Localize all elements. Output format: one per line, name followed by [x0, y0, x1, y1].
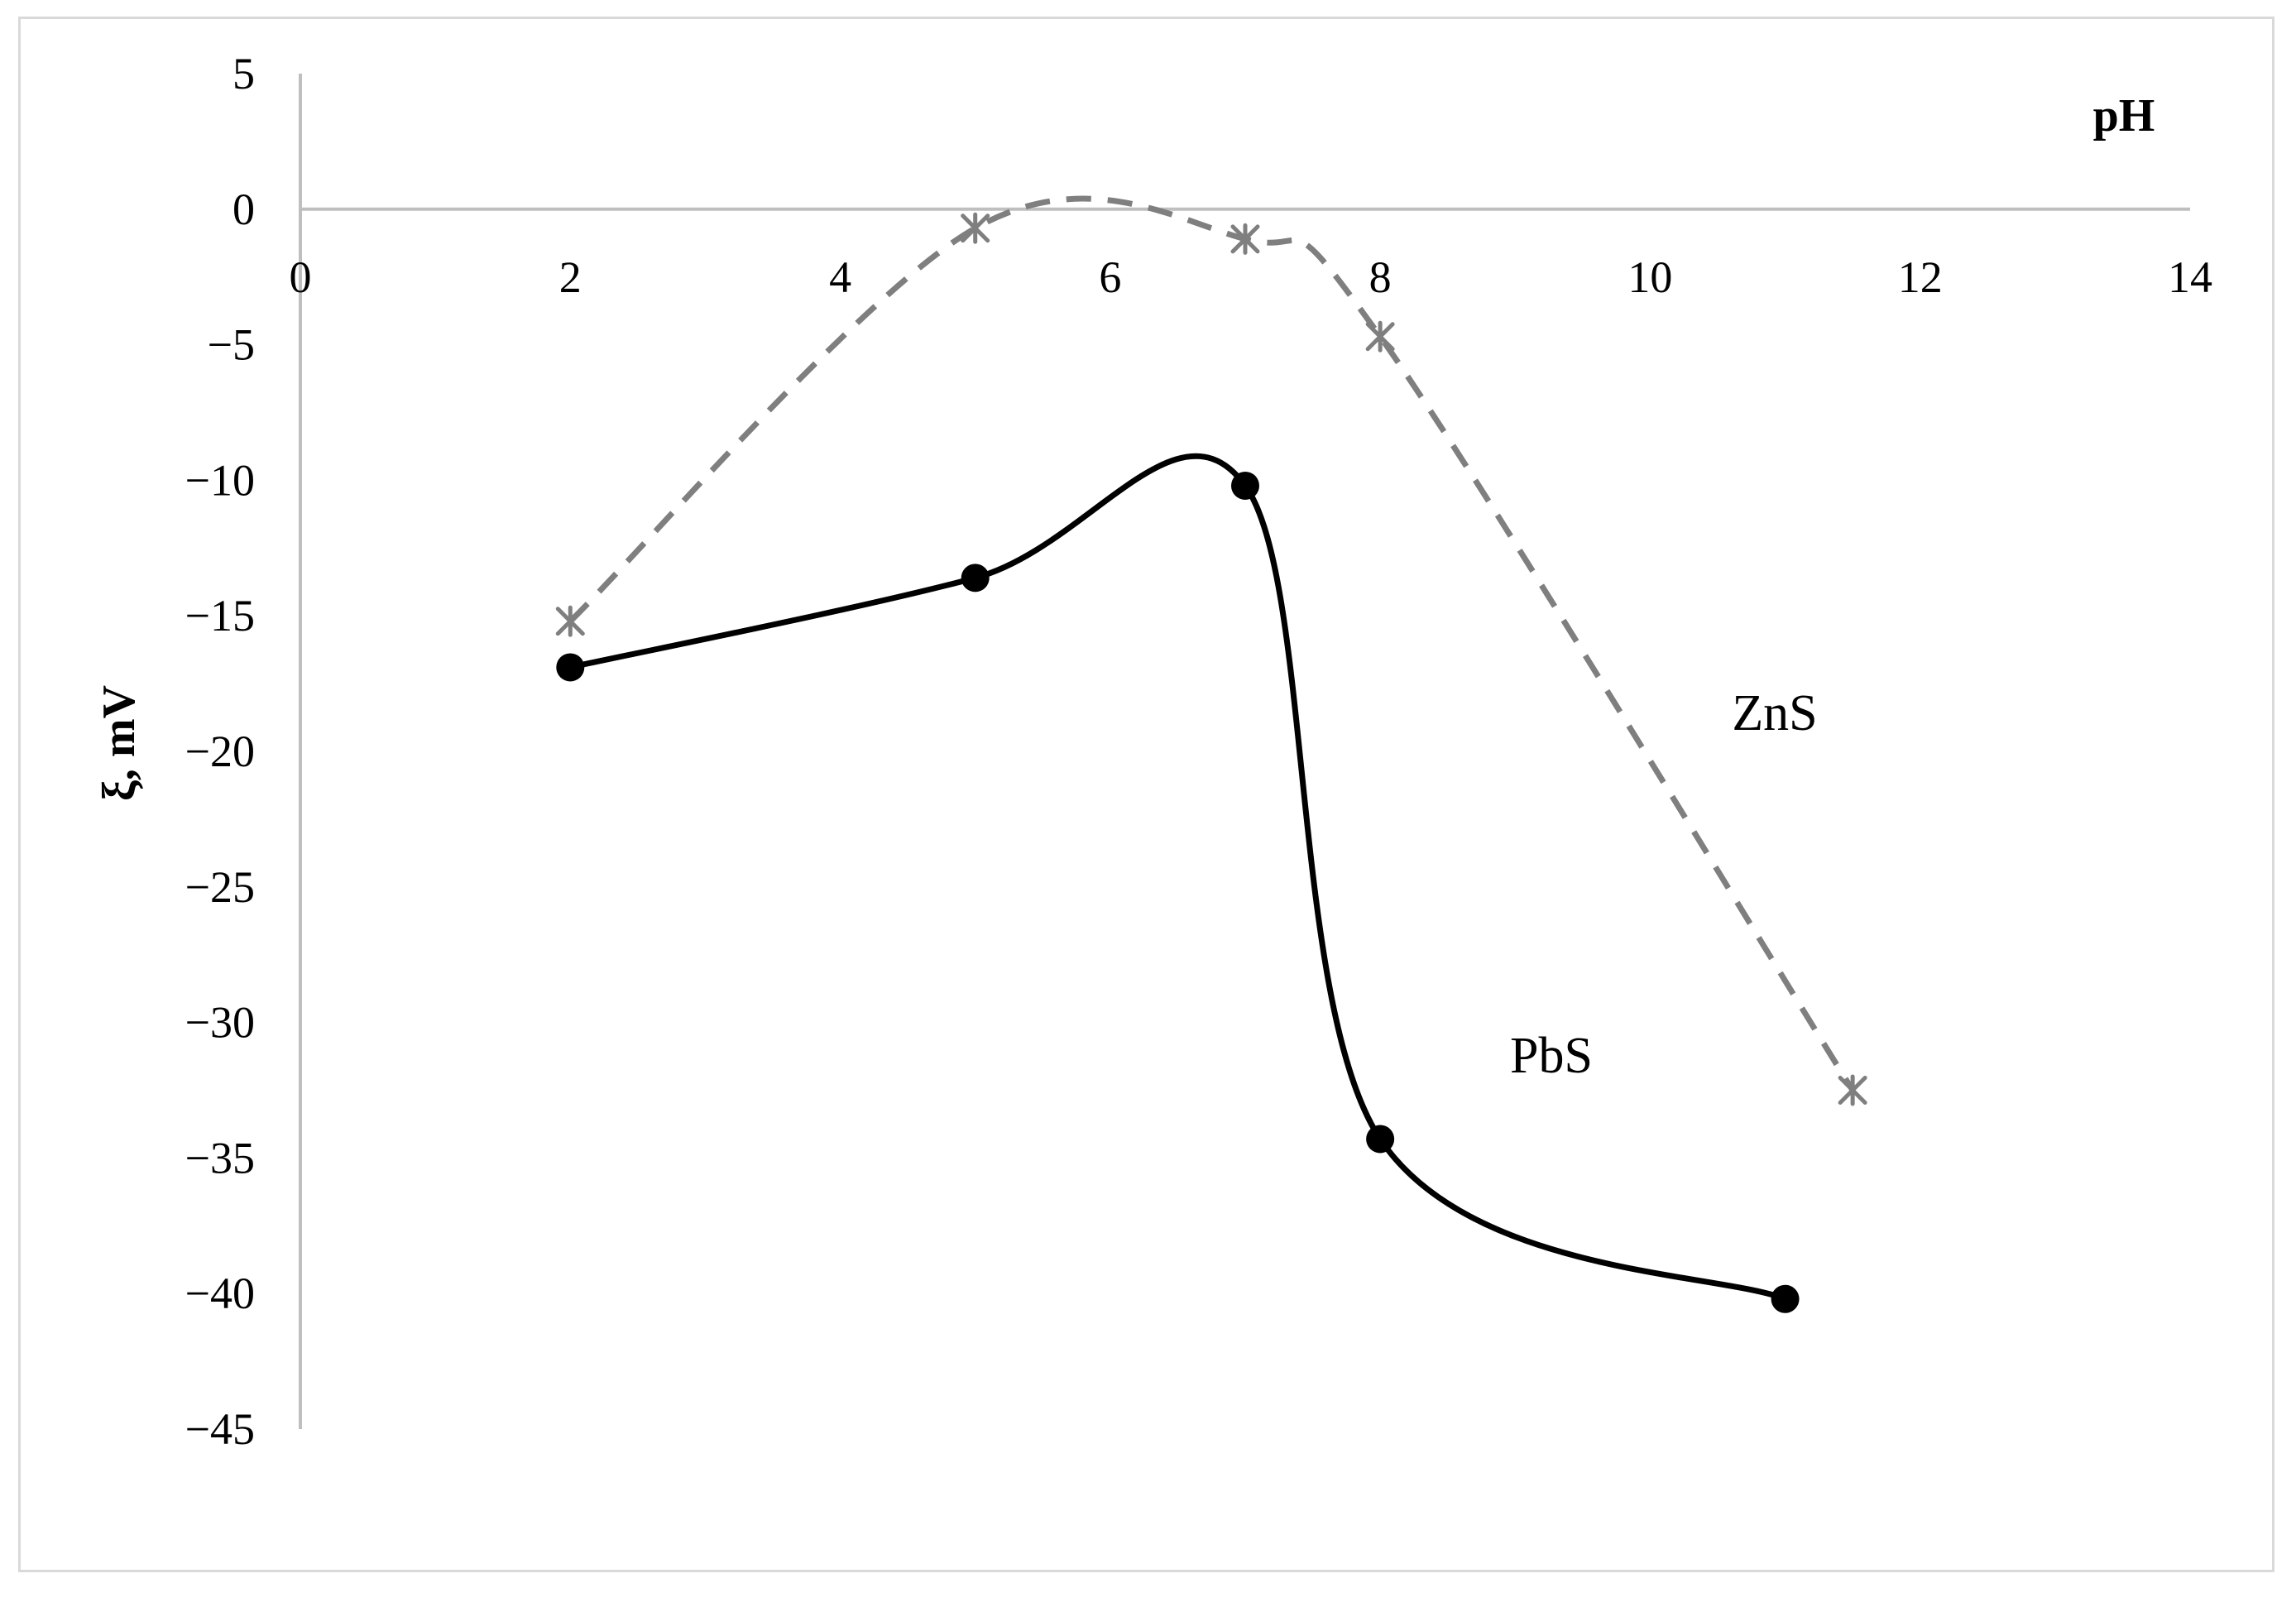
y-tick-label: −10: [185, 455, 255, 505]
x-axis-title: pH: [2093, 90, 2155, 142]
y-tick-label: −25: [185, 862, 255, 912]
x-tick-label: 6: [1099, 252, 1121, 302]
labels-layer: pH ξ, mV ZnS PbS: [93, 90, 2155, 1084]
x-tick-label: 14: [2168, 252, 2212, 302]
y-tick-label: 0: [232, 185, 255, 234]
x-tick-label: 0: [290, 252, 312, 302]
series-line-zns: [568, 195, 1856, 1092]
data-point-zns: [961, 212, 990, 244]
y-tick-label: −5: [208, 320, 255, 370]
data-point-zns: [1365, 320, 1395, 353]
y-axis-title: ξ, mV: [93, 685, 145, 801]
y-tick-label: −30: [185, 998, 255, 1048]
data-point-pbs: [961, 564, 990, 592]
series-line-pbs: [567, 453, 1789, 1302]
series-layer: [555, 195, 1867, 1313]
y-tick-label: −40: [185, 1269, 255, 1318]
x-tick-label: 2: [559, 252, 582, 302]
series-label-pbs: PbS: [1510, 1028, 1593, 1084]
y-tick-label: −45: [185, 1404, 255, 1454]
y-tick-label: −15: [185, 591, 255, 640]
y-tick-label: −20: [185, 727, 255, 776]
y-tick-label: −35: [185, 1133, 255, 1182]
data-point-zns: [1230, 223, 1260, 255]
chart-frame: [18, 17, 2274, 1572]
axes: 0 2 4 6 8 10 12 14 5 0 −5 −10 −15 −20 −25 −30 −35 −40 −45: [185, 49, 2212, 1454]
x-tick-label: 12: [1898, 252, 1943, 302]
series-pbs: [556, 453, 1800, 1313]
series-zns: [555, 195, 1867, 1106]
data-point-pbs: [1771, 1284, 1800, 1313]
data-point-pbs: [556, 653, 585, 682]
data-point-pbs: [1366, 1125, 1395, 1154]
series-label-zns: ZnS: [1732, 685, 1817, 741]
x-tick-label: 8: [1369, 252, 1392, 302]
y-tick-label: 5: [232, 49, 255, 98]
data-point-zns: [1838, 1074, 1867, 1106]
x-tick-label: 4: [829, 252, 851, 302]
x-tick-label: 10: [1627, 252, 1672, 302]
data-point-zns: [555, 605, 585, 637]
data-point-pbs: [1231, 471, 1259, 500]
